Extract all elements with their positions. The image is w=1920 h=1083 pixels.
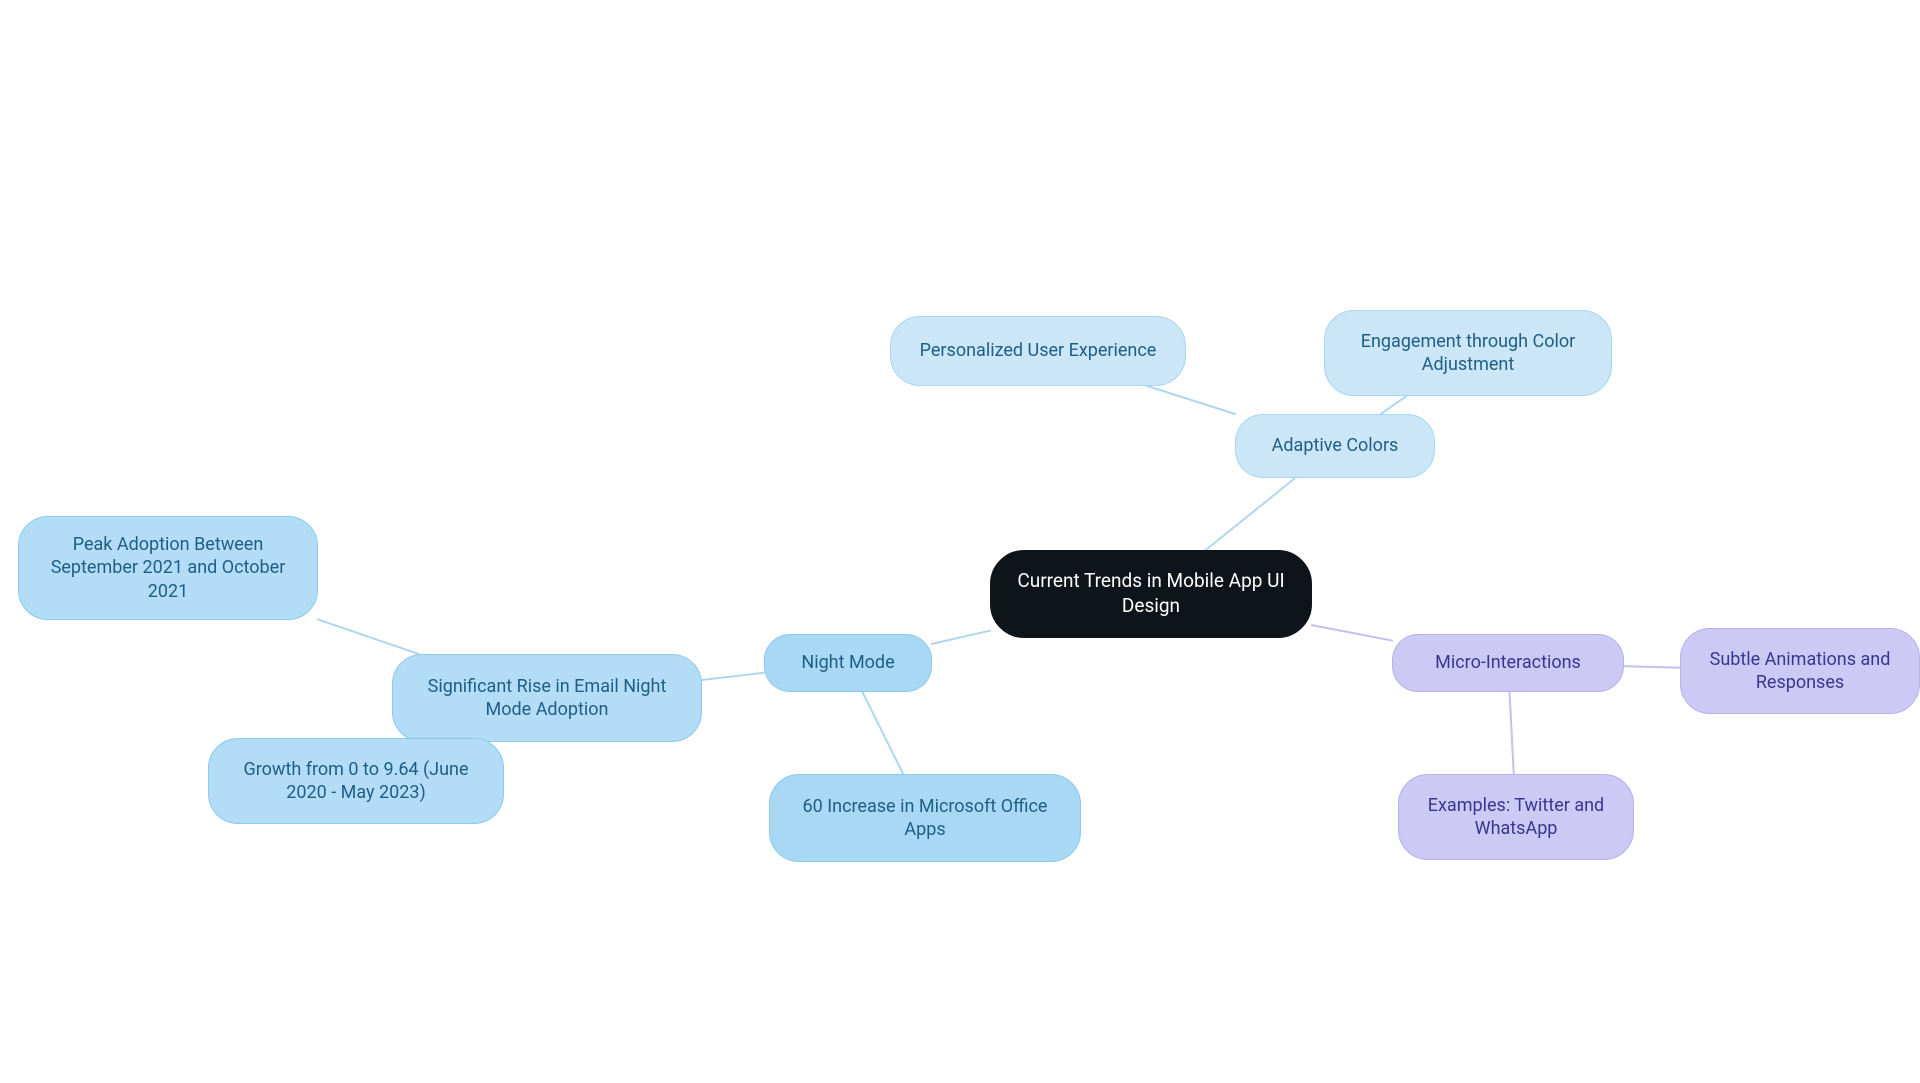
node-root: Current Trends in Mobile App UI Design	[990, 550, 1312, 638]
node-peak-adoption-label: Peak Adoption Between September 2021 and…	[37, 533, 299, 603]
node-micro-interactions-label: Micro-Interactions	[1435, 651, 1581, 674]
node-sixty-increase: 60 Increase in Microsoft Office Apps	[769, 774, 1081, 862]
node-personalized-label: Personalized User Experience	[920, 339, 1157, 362]
node-engagement-label: Engagement through Color Adjustment	[1343, 330, 1593, 377]
node-micro-interactions: Micro-Interactions	[1392, 634, 1624, 692]
node-sixty-increase-label: 60 Increase in Microsoft Office Apps	[788, 795, 1062, 842]
node-adaptive-colors-label: Adaptive Colors	[1272, 434, 1399, 457]
node-examples-label: Examples: Twitter and WhatsApp	[1417, 794, 1615, 841]
node-night-mode: Night Mode	[764, 634, 932, 692]
node-growth: Growth from 0 to 9.64 (June 2020 - May 2…	[208, 738, 504, 824]
node-engagement: Engagement through Color Adjustment	[1324, 310, 1612, 396]
node-growth-label: Growth from 0 to 9.64 (June 2020 - May 2…	[227, 758, 485, 805]
mindmap-canvas: Current Trends in Mobile App UI Design A…	[0, 0, 1920, 1083]
node-examples: Examples: Twitter and WhatsApp	[1398, 774, 1634, 860]
node-night-mode-label: Night Mode	[801, 651, 894, 674]
node-subtle-animations: Subtle Animations and Responses	[1680, 628, 1920, 714]
node-significant-rise: Significant Rise in Email Night Mode Ado…	[392, 654, 702, 742]
node-personalized: Personalized User Experience	[890, 316, 1186, 386]
node-root-label: Current Trends in Mobile App UI Design	[1009, 569, 1293, 618]
node-subtle-animations-label: Subtle Animations and Responses	[1699, 648, 1901, 695]
node-significant-rise-label: Significant Rise in Email Night Mode Ado…	[411, 675, 683, 722]
node-adaptive-colors: Adaptive Colors	[1235, 414, 1435, 478]
node-peak-adoption: Peak Adoption Between September 2021 and…	[18, 516, 318, 620]
